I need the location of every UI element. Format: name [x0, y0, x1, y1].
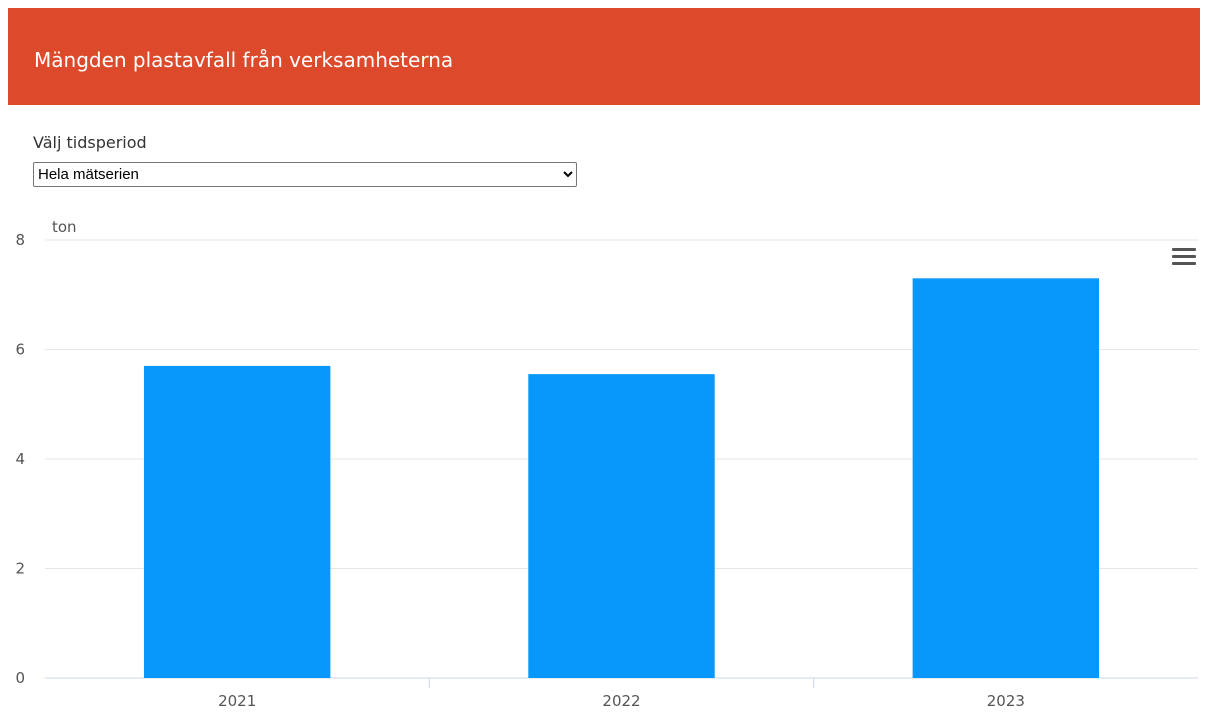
x-tick-label: 2021 [218, 692, 256, 710]
x-tick-label: 2022 [602, 692, 640, 710]
period-select[interactable]: Hela mätserien [33, 162, 577, 187]
y-tick-label: 4 [15, 450, 25, 468]
bar [143, 365, 331, 678]
y-tick-label: 2 [15, 560, 25, 578]
bar [528, 374, 715, 678]
period-label: Välj tidsperiod [33, 133, 147, 152]
y-tick-label: 8 [15, 231, 25, 249]
x-tick-label: 2023 [987, 692, 1025, 710]
y-tick-label: 6 [15, 341, 25, 359]
page-title: Mängden plastavfall från verksamheterna [34, 48, 454, 72]
header-banner: Mängden plastavfall från verksamheterna [8, 8, 1200, 105]
chart-menu-icon[interactable] [1172, 248, 1196, 268]
y-tick-label: 0 [15, 669, 25, 687]
bar [912, 278, 1100, 678]
y-axis-label: ton [52, 218, 77, 236]
